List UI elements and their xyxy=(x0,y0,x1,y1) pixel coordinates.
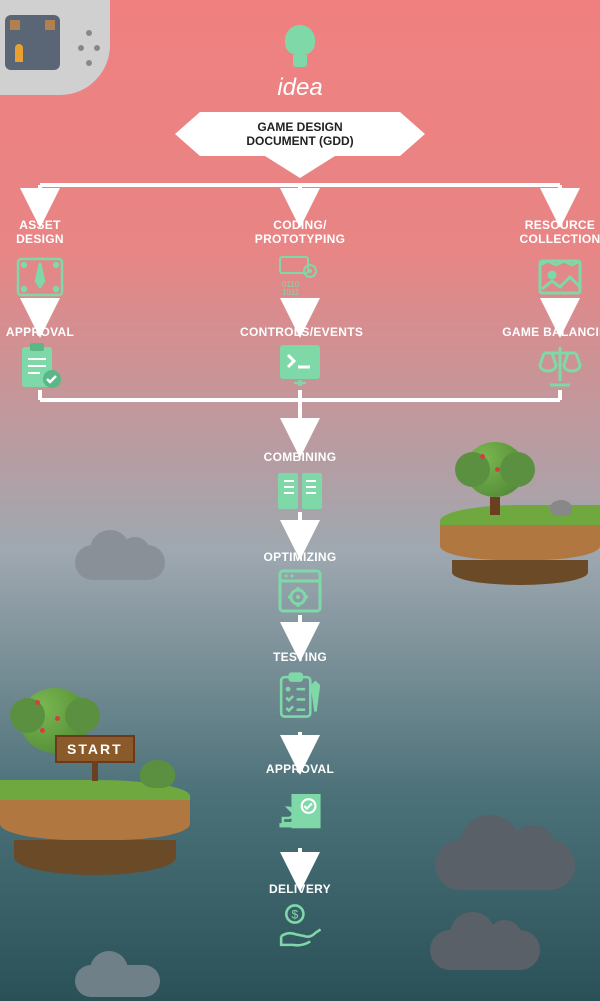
checklist-icon xyxy=(270,666,330,726)
tree-decoration xyxy=(465,442,525,515)
merge-icon xyxy=(275,466,325,516)
coding-label: CODING/ PROTOTYPING xyxy=(240,218,360,246)
cloud-decoration xyxy=(75,965,160,997)
lightbulb-icon xyxy=(285,25,315,70)
island-decoration xyxy=(440,505,600,585)
start-sign-text: START xyxy=(67,741,123,757)
island-decoration xyxy=(0,780,190,875)
asset-design-label: ASSET DESIGN xyxy=(0,218,100,246)
start-sign: START xyxy=(55,735,135,763)
scale-icon xyxy=(535,340,585,390)
svg-text:$: $ xyxy=(292,907,299,921)
clipboard-check-icon xyxy=(15,340,65,390)
hand-money-icon: $ xyxy=(272,898,328,954)
window-gear-icon xyxy=(275,566,325,616)
gdd-line1: GAME DESIGN xyxy=(210,120,390,134)
balancing-label: GAME BALANCING xyxy=(500,325,600,339)
album-icon xyxy=(535,252,585,302)
approval-label: APPROVAL xyxy=(0,325,100,339)
testing-label: TESTING xyxy=(240,650,360,664)
controls-label: CONTROLS/EVENTS xyxy=(240,325,360,339)
bush-decoration xyxy=(140,760,175,788)
gdd-line2: DOCUMENT (GDD) xyxy=(210,134,390,148)
vector-pen-icon xyxy=(15,252,65,302)
cloud-decoration xyxy=(75,545,165,580)
rock-decoration xyxy=(550,500,572,516)
delivery-label: DELIVERY xyxy=(240,882,360,896)
approval2-label: APPROVAL xyxy=(240,762,360,776)
cloud-decoration xyxy=(435,840,575,890)
optimizing-label: OPTIMIZING xyxy=(240,550,360,564)
resource-label: RESOURCE COLLECTION xyxy=(500,218,600,246)
terminal-icon xyxy=(275,340,325,390)
gdd-box: GAME DESIGN DOCUMENT (GDD) xyxy=(200,112,400,178)
svg-text:1011: 1011 xyxy=(282,288,300,297)
code-binary-icon: 01101011 xyxy=(275,252,325,302)
combining-label: COMBINING xyxy=(240,450,360,464)
idea-label: idea xyxy=(0,74,600,102)
cloud-decoration xyxy=(430,930,540,970)
stamp-icon xyxy=(272,778,328,834)
